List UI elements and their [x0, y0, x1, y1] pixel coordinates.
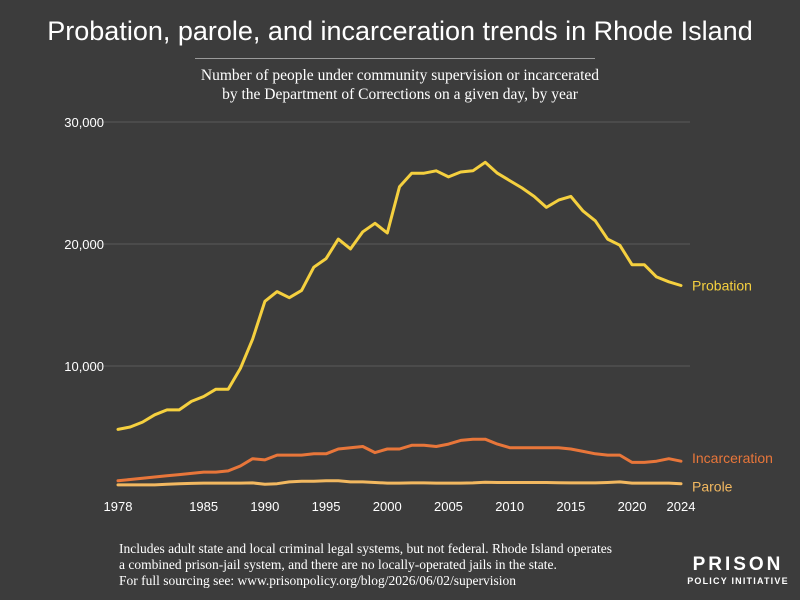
x-tick-label: 1990: [250, 499, 279, 514]
chart-subtitle: Number of people under community supervi…: [0, 66, 800, 104]
x-tick-label: 2015: [556, 499, 585, 514]
logo-main-text: PRISON: [692, 554, 784, 575]
parole-series-label: Parole: [692, 479, 733, 495]
x-tick-label: 1978: [104, 499, 133, 514]
subtitle-line-2: by the Department of Corrections on a gi…: [222, 86, 578, 103]
x-tick-label: 2020: [618, 499, 647, 514]
x-tick-label: 2010: [495, 499, 524, 514]
x-tick-label: 1995: [312, 499, 341, 514]
incarceration-series-label: Incarceration: [692, 450, 773, 466]
x-tick-label: 2024: [667, 499, 696, 514]
footnote-line-2: a combined prison-jail system, and there…: [119, 557, 557, 572]
y-tick-label: 30,000: [64, 115, 104, 130]
footnote-line-1: Includes adult state and local criminal …: [119, 541, 612, 556]
prison-policy-logo: PRISON POLICY INITIATIVE: [684, 555, 792, 587]
title-divider: [195, 58, 595, 59]
probation-line: [116, 160, 683, 431]
parole-line: [116, 479, 683, 487]
incarceration-line: [116, 437, 683, 483]
x-tick-label: 1985: [189, 499, 218, 514]
y-tick-label: 20,000: [64, 237, 104, 252]
probation-series-label: Probation: [692, 277, 752, 293]
footnote-line-3: For full sourcing see: www.prisonpolicy.…: [119, 573, 516, 588]
x-tick-label: 2005: [434, 499, 463, 514]
y-tick-label: 10,000: [64, 359, 104, 374]
chart-title: Probation, parole, and incarceration tre…: [47, 16, 753, 46]
chart-footnote: Includes adult state and local criminal …: [119, 541, 612, 589]
x-tick-label: 2000: [373, 499, 402, 514]
logo-sub-text: POLICY INITIATIVE: [687, 576, 789, 586]
subtitle-line-1: Number of people under community supervi…: [200, 67, 600, 84]
